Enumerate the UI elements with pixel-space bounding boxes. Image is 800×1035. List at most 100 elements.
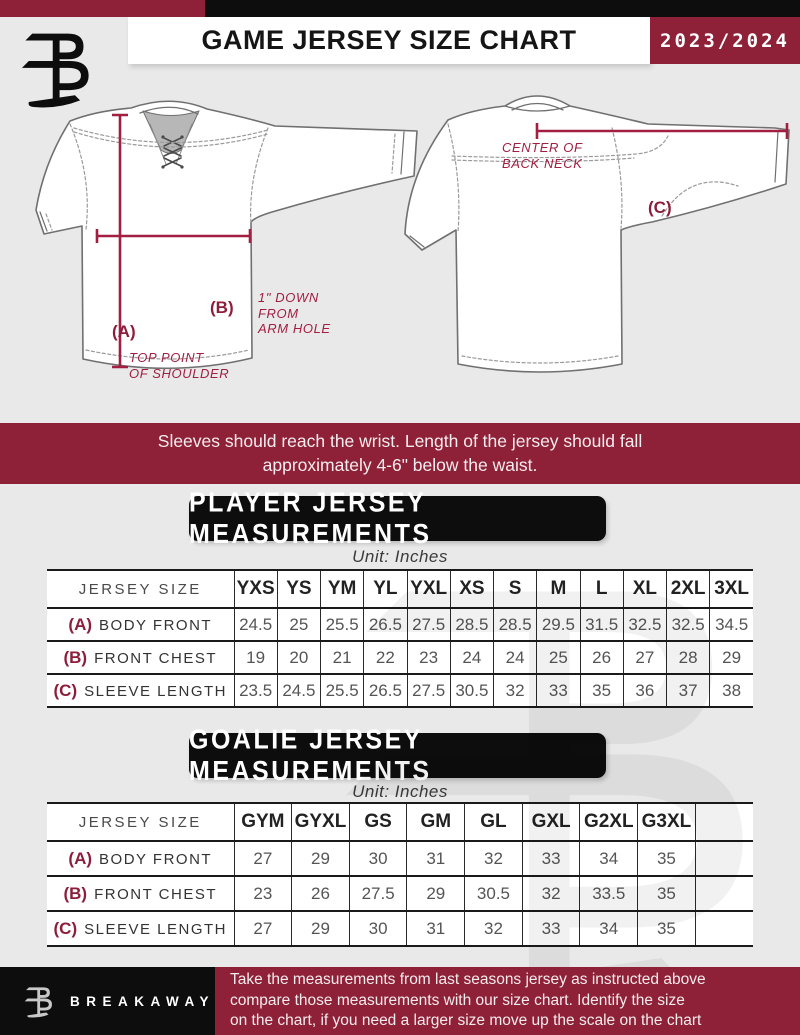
measure-label-c: (C) [648,198,672,217]
measurement-letter: (A) [68,614,93,634]
measurement-value-cell: 31 [406,841,465,876]
jersey-size-header: JERSEY SIZE [78,813,202,831]
measurement-value-cell: 29 [291,841,350,876]
table-header-row: JERSEY SIZE GYM GYXL GS GM GL GXL G2XL G3XL [47,803,753,841]
measurement-value-cell: 27.5 [406,608,451,641]
measurement-value-cell: 34 [579,841,638,876]
page-title: GAME JERSEY SIZE CHART [201,25,577,55]
top-bar-black [205,0,800,17]
measure-label-b: (B) [210,298,234,317]
measurement-value-cell: 27.5 [348,876,407,911]
measurement-value-cell: 27 [233,841,292,876]
measurement-value-cell: 33 [536,674,580,707]
measurement-value-cell: 29.5 [536,608,580,641]
measurement-letter: (A) [68,848,93,868]
row-label-cell: (B) FRONT CHEST [47,641,234,674]
measurement-value-cell [694,841,753,876]
measurement-label: SLEEVE LENGTH [84,682,227,700]
measurement-value-cell: 24 [449,641,494,674]
measurement-value-cell: 37 [665,674,710,707]
measurement-value-cell: 32 [464,911,523,946]
measurement-value-cell: 30 [348,911,407,946]
measurement-value-cell: 31.5 [579,608,624,641]
measurement-value-cell: 26 [579,641,624,674]
player-section-header: PLAYER JERSEY MEASUREMENTS [189,487,606,549]
table-row: (A) BODY FRONT 24.5 25 25.5 26.5 27.5 28.5 28.5 2… [47,608,753,641]
size-column-header: YM [319,570,364,608]
measurement-value-cell: 32.5 [622,608,667,641]
measurement-value-cell: 25.5 [319,608,364,641]
size-column-header: YXL [406,570,451,608]
measurement-value-cell: 26.5 [363,674,407,707]
measurement-value-cell: 32 [521,876,580,911]
measurement-value-cell: 32 [492,674,537,707]
table-row: (C) SLEEVE LENGTH 27 29 30 31 32 33 34 35 [47,911,753,946]
size-column-header: YXS [233,570,278,608]
size-column-header: M [536,570,580,608]
table-row: (A) BODY FRONT 27 29 30 31 32 33 34 35 [47,841,753,876]
measurement-lines [95,113,789,369]
jersey-size-header: JERSEY SIZE [78,580,202,598]
jersey-illustrations [35,95,790,373]
measurement-value-cell: 29 [709,641,753,674]
back-jersey-illustration [404,95,790,373]
measurement-value-cell: 23 [406,641,451,674]
measurement-value-cell: 36 [622,674,667,707]
size-column-header: GYM [233,803,292,841]
measurement-value-cell: 28.5 [449,608,494,641]
measurement-letter: (C) [53,918,78,938]
jersey-diagram-section: (A) TOP POINT OF SHOULDER (B) 1" DOWN FR… [0,64,800,424]
measurement-value-cell: 33 [521,841,580,876]
size-column-header: S [492,570,537,608]
fit-note-banner: Sleeves should reach the wrist. Length o… [0,423,800,484]
measurement-value-cell: 28.5 [492,608,537,641]
top-bar-maroon [0,0,205,17]
measurement-letter: (B) [63,647,88,667]
measurement-value-cell: 27 [233,911,292,946]
measurement-label: FRONT CHEST [94,649,217,667]
measurement-value-cell: 24.5 [233,608,278,641]
measurement-label: BODY FRONT [99,850,213,868]
measurement-value-cell: 22 [363,641,407,674]
goalie-section-header: GOALIE JERSEY MEASUREMENTS [189,724,606,786]
fit-note-text: Sleeves should reach the wrist. Length o… [157,431,643,475]
size-column-header: 2XL [665,570,710,608]
row-label-cell: (A) BODY FRONT [47,608,234,641]
size-column-header: GS [348,803,407,841]
size-column-header: 3XL [709,570,753,608]
measurement-value-cell: 30.5 [449,674,494,707]
measurement-value-cell: 38 [709,674,753,707]
measurement-value-cell: 33.5 [579,876,638,911]
measurement-value-cell: 35 [637,876,696,911]
row-label-cell: (C) SLEEVE LENGTH [47,674,234,707]
measurement-value-cell: 29 [406,876,465,911]
size-column-header: XS [449,570,494,608]
size-column-header: G3XL [637,803,696,841]
measurement-value-cell: 28 [665,641,710,674]
measurement-value-cell: 33 [521,911,580,946]
table-header-row: JERSEY SIZE YXS YS YM YL YXL XS S M L XL 2XL 3XL [47,570,753,608]
measurement-value-cell: 19 [233,641,278,674]
goalie-unit-label: Unit: Inches [352,782,448,801]
size-column-header: XL [622,570,667,608]
measurement-value-cell: 26.5 [363,608,407,641]
measurement-value-cell: 25.5 [319,674,364,707]
size-column-header: G2XL [579,803,638,841]
brand-name: BREAKAWAY [69,993,215,1009]
measurement-value-cell: 32.5 [665,608,710,641]
season-badge: 2023/2024 [650,17,800,64]
player-unit-label: Unit: Inches [352,547,448,566]
footer-brand-block: BREAKAWAY [0,967,215,1035]
measurement-value-cell: 31 [406,911,465,946]
footer-instructions-text: Take the measurements from last seasons … [230,971,706,1030]
goalie-section-title: GOALIE JERSEY MEASUREMENTS [189,723,432,787]
breakaway-footer-logo-icon [24,981,59,1021]
table-row: (C) SLEEVE LENGTH 23.5 24.5 25.5 26.5 27.5 30.5… [47,674,753,707]
measurement-value-cell [694,911,753,946]
measurement-value-cell: 34.5 [709,608,753,641]
size-column-header: L [579,570,624,608]
table-row: (B) FRONT CHEST 19 20 21 22 23 24 24 25 26 27 28 29 [47,641,753,674]
measurement-letter: (B) [63,883,88,903]
measurement-value-cell: 30 [348,841,407,876]
